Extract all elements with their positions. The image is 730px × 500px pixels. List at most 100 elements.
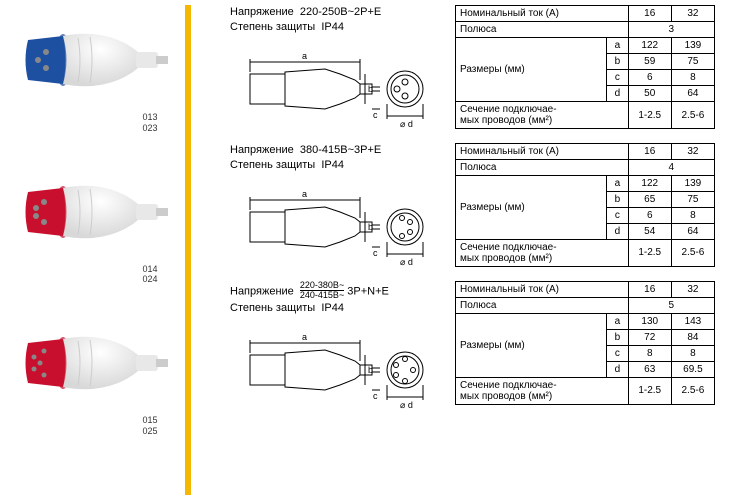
dim-key: d bbox=[607, 361, 629, 377]
plug-model-label: 014024 bbox=[18, 264, 168, 286]
current-val: 32 bbox=[671, 281, 714, 297]
table-column: Номинальный ток (А)1632 Полюса5 Размеры … bbox=[455, 281, 715, 418]
diagram-column: Напряжение 220-250В~2P+EСтепень защиты I… bbox=[230, 5, 445, 137]
dim-key: c bbox=[607, 345, 629, 361]
svg-text:b: b bbox=[368, 84, 373, 94]
dim-val: 75 bbox=[671, 54, 714, 70]
poles-val: 4 bbox=[628, 159, 714, 175]
current-label: Номинальный ток (А) bbox=[456, 6, 629, 22]
dim-val: 8 bbox=[671, 207, 714, 223]
dims-label: Размеры (мм) bbox=[456, 38, 607, 102]
dimension-diagram-icon: a b c ⌀ d bbox=[230, 44, 430, 134]
plug-item: 015025 bbox=[5, 313, 180, 437]
dim-val: 64 bbox=[671, 86, 714, 102]
dims-label: Размеры (мм) bbox=[456, 175, 607, 239]
dim-val: 6 bbox=[628, 207, 671, 223]
right-column: Напряжение 220-250В~2P+EСтепень защиты I… bbox=[210, 0, 730, 500]
dim-val: 50 bbox=[628, 86, 671, 102]
plug-model-label: 015025 bbox=[18, 415, 168, 437]
diagram-column: Напряжение 220-380В~240-415В~ 3P+N+EСтеп… bbox=[230, 281, 445, 418]
divider-yellow bbox=[185, 5, 191, 495]
svg-text:⌀ d: ⌀ d bbox=[400, 400, 413, 410]
plug-item: 014024 bbox=[5, 162, 180, 286]
section-val: 1-2.5 bbox=[628, 102, 671, 129]
current-val: 16 bbox=[628, 143, 671, 159]
dim-val: 6 bbox=[628, 70, 671, 86]
poles-label: Полюса bbox=[456, 159, 629, 175]
dim-val: 139 bbox=[671, 175, 714, 191]
dim-val: 122 bbox=[628, 38, 671, 54]
dim-val: 65 bbox=[628, 191, 671, 207]
dim-val: 143 bbox=[671, 313, 714, 329]
voltage-header: Напряжение 220-250В~2P+EСтепень защиты I… bbox=[230, 5, 445, 36]
svg-text:c: c bbox=[373, 110, 378, 120]
poles-label: Полюса bbox=[456, 22, 629, 38]
plug-icon bbox=[18, 313, 168, 413]
section-val: 2.5-6 bbox=[671, 239, 714, 266]
table-column: Номинальный ток (А)1632 Полюса3 Размеры … bbox=[455, 5, 715, 137]
svg-text:b: b bbox=[368, 222, 373, 232]
svg-text:⌀ d: ⌀ d bbox=[400, 119, 413, 129]
table-column: Номинальный ток (А)1632 Полюса4 Размеры … bbox=[455, 143, 715, 275]
dim-key: a bbox=[607, 38, 629, 54]
current-label: Номинальный ток (А) bbox=[456, 281, 629, 297]
section-val: 2.5-6 bbox=[671, 377, 714, 404]
diagram-column: Напряжение 380-415В~3P+EСтепень защиты I… bbox=[230, 143, 445, 275]
poles-val: 5 bbox=[628, 297, 714, 313]
spec-table: Номинальный ток (А)1632 Полюса5 Размеры … bbox=[455, 281, 715, 405]
dim-key: c bbox=[607, 70, 629, 86]
current-val: 16 bbox=[628, 281, 671, 297]
dim-val: 54 bbox=[628, 223, 671, 239]
poles-label: Полюса bbox=[456, 297, 629, 313]
dim-val: 139 bbox=[671, 38, 714, 54]
dim-val: 75 bbox=[671, 191, 714, 207]
current-val: 16 bbox=[628, 6, 671, 22]
spec-section: Напряжение 220-380В~240-415В~ 3P+N+EСтеп… bbox=[230, 281, 725, 418]
dim-val: 72 bbox=[628, 329, 671, 345]
dim-val: 8 bbox=[671, 70, 714, 86]
svg-text:b: b bbox=[368, 365, 373, 375]
section-val: 1-2.5 bbox=[628, 239, 671, 266]
current-val: 32 bbox=[671, 143, 714, 159]
dim-val: 8 bbox=[671, 345, 714, 361]
plug-icon bbox=[18, 162, 168, 262]
dim-val: 84 bbox=[671, 329, 714, 345]
spec-section: Напряжение 380-415В~3P+EСтепень защиты I… bbox=[230, 143, 725, 275]
left-column: 013023 014024 bbox=[0, 0, 210, 500]
dim-val: 64 bbox=[671, 223, 714, 239]
dim-key: d bbox=[607, 86, 629, 102]
section-val: 2.5-6 bbox=[671, 102, 714, 129]
plug-list: 013023 014024 bbox=[0, 0, 185, 500]
plug-item: 013023 bbox=[5, 10, 180, 134]
dim-val: 59 bbox=[628, 54, 671, 70]
svg-text:c: c bbox=[373, 248, 378, 258]
dim-val: 69.5 bbox=[671, 361, 714, 377]
section-label: Сечение подключае-мых проводов (мм²) bbox=[456, 239, 629, 266]
dim-key: a bbox=[607, 175, 629, 191]
plug-model-label: 013023 bbox=[18, 112, 168, 134]
dim-key: b bbox=[607, 191, 629, 207]
current-val: 32 bbox=[671, 6, 714, 22]
dim-key: c bbox=[607, 207, 629, 223]
current-label: Номинальный ток (А) bbox=[456, 143, 629, 159]
dim-val: 130 bbox=[628, 313, 671, 329]
section-val: 1-2.5 bbox=[628, 377, 671, 404]
dimension-diagram-icon: a b c ⌀ d bbox=[230, 182, 430, 272]
dim-val: 122 bbox=[628, 175, 671, 191]
dim-key: a bbox=[607, 313, 629, 329]
svg-text:a: a bbox=[302, 332, 307, 342]
spec-section: Напряжение 220-250В~2P+EСтепень защиты I… bbox=[230, 5, 725, 137]
section-label: Сечение подключае-мых проводов (мм²) bbox=[456, 102, 629, 129]
dim-val: 8 bbox=[628, 345, 671, 361]
dim-val: 63 bbox=[628, 361, 671, 377]
dim-key: b bbox=[607, 329, 629, 345]
section-label: Сечение подключае-мых проводов (мм²) bbox=[456, 377, 629, 404]
svg-text:⌀ d: ⌀ d bbox=[400, 257, 413, 267]
poles-val: 3 bbox=[628, 22, 714, 38]
plug-icon bbox=[18, 10, 168, 110]
dim-key: b bbox=[607, 54, 629, 70]
spec-table: Номинальный ток (А)1632 Полюса3 Размеры … bbox=[455, 5, 715, 129]
svg-text:a: a bbox=[302, 51, 307, 61]
spec-table: Номинальный ток (А)1632 Полюса4 Размеры … bbox=[455, 143, 715, 267]
dims-label: Размеры (мм) bbox=[456, 313, 607, 377]
